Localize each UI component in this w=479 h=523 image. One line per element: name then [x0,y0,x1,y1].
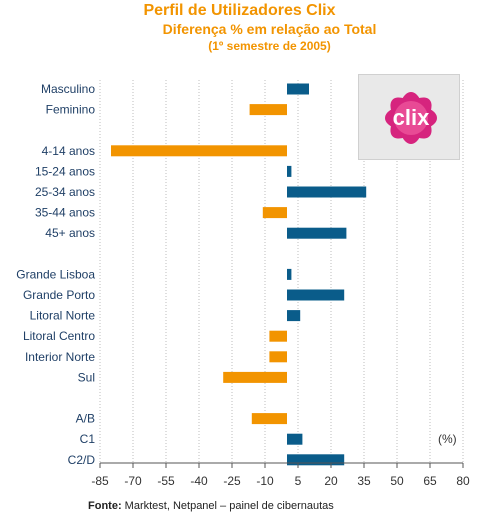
source-text: Marktest, Netpanel – painel de cibernaut… [124,500,334,512]
bar [287,227,347,239]
category-label: Litoral Norte [30,309,96,323]
clix-logo: clix [358,74,460,160]
bar [287,289,345,301]
x-tick-label: 35 [357,474,371,488]
bar [287,310,301,322]
bars [111,83,367,466]
x-tick-label: -85 [91,474,109,488]
bar [287,268,292,280]
source-label: Fonte: [88,500,122,512]
category-label: Masculino [41,82,95,96]
bar [111,145,287,157]
x-tick-label: 20 [324,474,338,488]
category-label: 45+ anos [45,226,95,240]
bar [287,165,292,177]
category-label: 15-24 anos [35,164,95,178]
chart-title: Perfil de Utilizadores Clix [143,2,336,19]
unit-label: (%) [438,432,457,446]
category-label: Grande Porto [23,288,95,302]
category-label: Interior Norte [25,350,95,364]
bar [269,351,287,363]
category-labels: Masculino Feminino 4-14 anos 15-24 anos 25-3… [16,82,95,467]
category-label: Feminino [46,103,96,117]
bar [269,330,287,342]
bar [249,104,287,116]
category-label: A/B [76,412,95,426]
category-label: Grande Lisboa [16,267,95,281]
category-label: C2/D [68,453,96,467]
chart-subtitle: Diferença % em relação ao Total [162,21,377,37]
chart-period: (1º semestre de 2005) [208,39,331,53]
x-tick-label: 5 [295,474,302,488]
bar [287,454,345,466]
category-label: 4-14 anos [42,144,95,158]
category-label: 25-34 anos [35,185,95,199]
bar [287,433,303,445]
bar [262,207,287,219]
x-tick-label: 50 [390,474,404,488]
bar [251,413,287,425]
bar [287,83,309,95]
x-tick-label: -55 [157,474,175,488]
bar [223,371,287,383]
x-tick-label: -40 [190,474,208,488]
category-label: C1 [80,432,96,446]
logo-text: clix [393,105,430,130]
x-axis: -85 -70 -55 -40 -25 -10 5 20 35 50 65 80 [91,462,470,488]
x-tick-label: -70 [124,474,142,488]
category-label: Sul [78,370,95,384]
x-tick-label: 65 [423,474,437,488]
source-note: Fonte: Marktest, Netpanel – painel de ci… [88,500,334,512]
x-tick-label: 80 [456,474,470,488]
category-label: 35-44 anos [35,206,95,220]
x-tick-label: -10 [256,474,274,488]
x-tick-label: -25 [223,474,241,488]
category-label: Litoral Centro [23,329,95,343]
bar [287,186,367,198]
